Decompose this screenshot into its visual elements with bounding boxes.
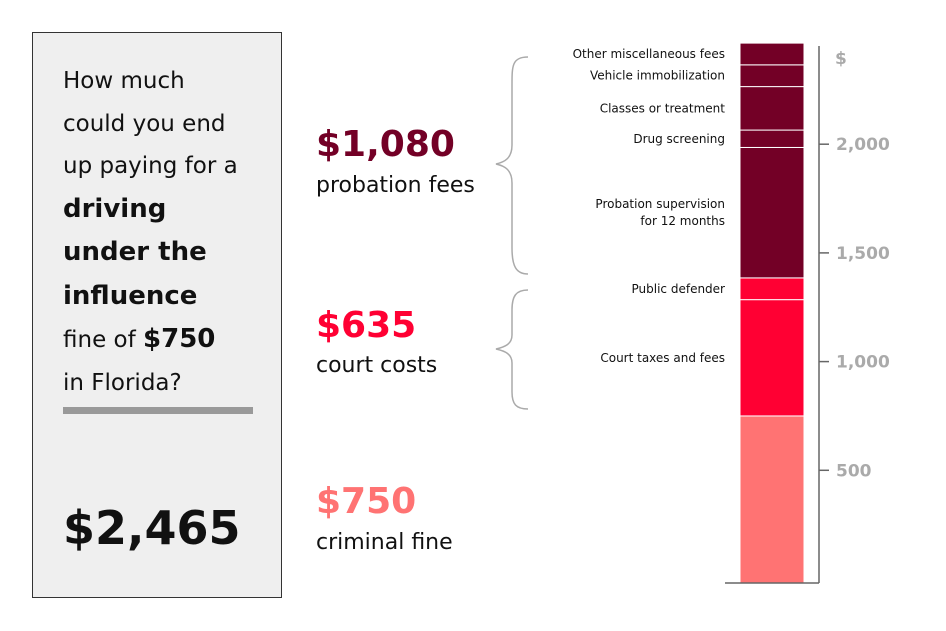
segment-label: Vehicle immobilization — [590, 69, 725, 83]
question-line: up paying for a — [63, 153, 238, 179]
y-tick-label: 1,500 — [836, 244, 890, 264]
segment-label: Drug screening — [633, 132, 725, 146]
segment-label: Public defender — [632, 282, 726, 296]
bar-segment — [739, 86, 805, 131]
court-brace — [495, 289, 529, 410]
question-line: in Florida? — [63, 369, 182, 396]
bar-segment — [739, 64, 805, 88]
y-tick-label: 1,000 — [836, 353, 890, 373]
total-amount: $2,465 — [63, 501, 241, 555]
segment-label: Probation supervision for 12 months — [595, 197, 725, 228]
fine-group-label: criminal fine — [316, 530, 453, 555]
question-panel: How much could you end up paying for a d… — [32, 32, 282, 598]
bar-segment — [739, 146, 805, 279]
segment-label: Other miscellaneous fees — [573, 47, 725, 61]
court-amount: $635 — [316, 305, 417, 346]
court-label: court costs — [316, 353, 438, 378]
probation-amount: $1,080 — [316, 124, 455, 165]
question-bold: driving — [63, 193, 167, 224]
fine-amount: $750 — [143, 324, 216, 354]
segment-label: Court taxes and fees — [600, 351, 725, 365]
question-line: fine of — [63, 327, 144, 353]
bar-segment — [739, 277, 805, 301]
probation-brace — [495, 56, 529, 275]
question-bold: under the — [63, 237, 207, 267]
bar-segment — [739, 299, 805, 417]
question-text: How much could you end up paying for a d… — [63, 60, 273, 404]
divider — [63, 407, 253, 414]
y-tick-label: 500 — [836, 461, 872, 481]
fine-group-amount: $750 — [316, 481, 417, 522]
bar-segment — [739, 415, 805, 584]
question-bold: influence — [63, 280, 198, 311]
y-axis-label: $ — [835, 49, 847, 69]
probation-label: probation fees — [316, 173, 475, 198]
bar-segment — [739, 129, 805, 148]
segment-label: Classes or treatment — [600, 101, 726, 115]
question-line: How much — [63, 68, 185, 94]
bar-segment — [739, 42, 805, 66]
y-tick-label: 2,000 — [836, 135, 890, 155]
question-line: could you end — [63, 110, 226, 137]
